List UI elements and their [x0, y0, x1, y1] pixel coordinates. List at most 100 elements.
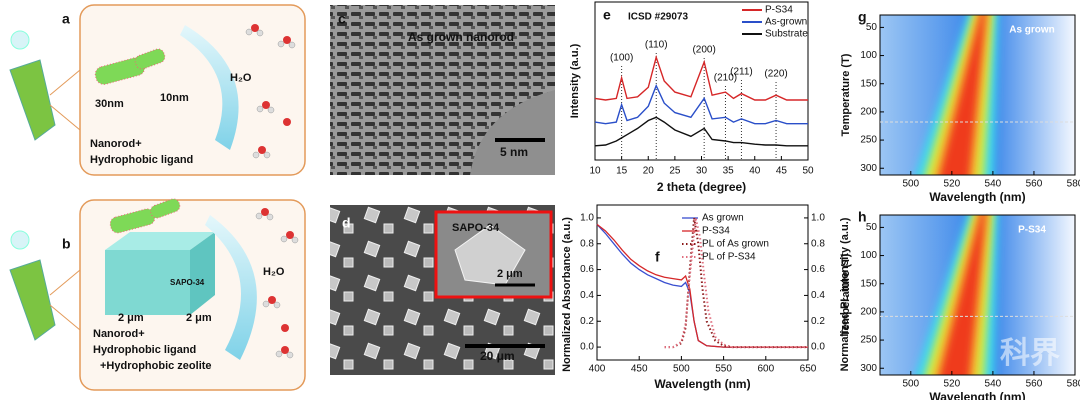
scale-bar-label: 2 μm	[497, 268, 523, 280]
y2-tick-label: 0.8	[811, 238, 825, 249]
heatmap	[880, 215, 1075, 375]
y-tick-label: 100	[860, 50, 877, 61]
y-tick-label: 0.0	[580, 342, 594, 353]
x-tick-label: 450	[631, 364, 648, 375]
x-axis-label: 2 theta (degree)	[657, 180, 746, 194]
y-tick-label: 300	[860, 363, 877, 374]
y-tick-label: 1.0	[580, 213, 594, 224]
x-tick-label: 400	[589, 364, 606, 375]
panel-label: f	[655, 249, 660, 265]
series-line	[594, 54, 808, 101]
x-tick-label: 15	[616, 166, 628, 177]
x-tick-label: 30	[696, 166, 708, 177]
x-tick-label: 40	[749, 166, 761, 177]
caption: +Hydrophobic zeolite	[100, 360, 212, 372]
legend-label: P-S34	[765, 5, 793, 16]
x-tick-label: 580	[1067, 379, 1080, 390]
x-tick-label: 45	[776, 166, 788, 177]
y-tick-label: 0.8	[580, 238, 594, 249]
y-axis-label: Intensity (a.u.)	[569, 43, 581, 118]
x-tick-label: 540	[985, 379, 1002, 390]
y-axis-label: Normalized Absorbance (a.u.)	[561, 217, 573, 372]
peak-label: (110)	[645, 40, 668, 51]
legend-label: PL of P-S34	[702, 252, 756, 263]
x-axis-label: Wavelength (nm)	[654, 377, 750, 391]
legend-label: P-S34	[702, 226, 730, 237]
length-label: 30nm	[95, 98, 124, 110]
panel-label: a	[62, 11, 70, 27]
y-tick-label: 200	[860, 107, 877, 118]
y-tick-label: 150	[860, 78, 877, 89]
y-tick-label: 0.4	[580, 290, 594, 301]
plot-frame	[596, 204, 809, 361]
heatmap-band	[939, 15, 986, 175]
x-tick-label: 50	[802, 166, 814, 177]
heatmap-caption: P-S34	[1018, 225, 1046, 236]
inset-caption: SAPO-34	[452, 222, 500, 234]
image-caption: As grown nanorod	[408, 30, 514, 44]
x-tick-label: 520	[943, 179, 960, 190]
panel-label: d	[342, 215, 351, 231]
y-axis-label: Temperature (T)	[840, 253, 852, 336]
x-tick-label: 35	[723, 166, 735, 177]
tem-image	[330, 5, 555, 175]
x-axis-label: Wavelength (nm)	[929, 390, 1025, 400]
series-line	[596, 223, 808, 348]
x-tick-label: 560	[1026, 179, 1043, 190]
water-label: H₂O	[230, 72, 252, 84]
caption: Nanorod+	[90, 138, 142, 150]
legend-label: As-grown	[765, 17, 807, 28]
y-axis-label: Temperature (T)	[840, 53, 852, 136]
x-tick-label: 10	[589, 166, 601, 177]
y2-tick-label: 0.0	[811, 342, 825, 353]
x-tick-label: 500	[902, 379, 919, 390]
heatmap	[880, 15, 1075, 175]
x-tick-label: 560	[1026, 379, 1043, 390]
y2-tick-label: 1.0	[811, 213, 825, 224]
plot-frame	[879, 14, 1076, 176]
legend-label: Substrate	[765, 29, 808, 40]
x-tick-label: 25	[669, 166, 681, 177]
y2-tick-label: 0.6	[811, 264, 825, 275]
x-tick-label: 550	[715, 364, 732, 375]
x-tick-label: 540	[985, 179, 1002, 190]
y-tick-label: 300	[860, 163, 877, 174]
panel-label: b	[62, 236, 71, 252]
watermark: 科界	[1000, 337, 1060, 370]
plot-frame	[879, 214, 1076, 376]
x-tick-label: 20	[643, 166, 655, 177]
zeolite-label: SAPO-34	[170, 278, 205, 287]
x-tick-label: 580	[1067, 179, 1080, 190]
caption: Nanorod+	[93, 328, 145, 340]
peak-label: (200)	[692, 45, 715, 56]
x-tick-label: 500	[673, 364, 690, 375]
y-tick-label: 50	[866, 22, 878, 33]
y-tick-label: 250	[860, 335, 877, 346]
y2-axis-label: Normalized PL intensity (a.u.)	[839, 217, 851, 371]
peak-label: (220)	[764, 69, 787, 80]
scale-bar-label: 20 μm	[480, 349, 515, 363]
x-tick-label: 600	[757, 364, 774, 375]
caption: Hydrophobic ligand	[90, 154, 193, 166]
series-line	[594, 83, 808, 125]
schematic-b	[9, 198, 306, 391]
peak-label: (100)	[610, 53, 633, 64]
panel-label: c	[338, 11, 346, 27]
panel-label: h	[858, 209, 867, 225]
x-axis-label: Wavelength (nm)	[929, 190, 1025, 204]
y-tick-label: 200	[860, 307, 877, 318]
y-tick-label: 50	[866, 222, 878, 233]
panel-label: e	[603, 7, 611, 23]
edge-label: 2 μm	[118, 312, 144, 324]
caption: Hydrophobic ligand	[93, 344, 196, 356]
panel-label: g	[858, 9, 867, 25]
y-tick-label: 250	[860, 135, 877, 146]
series-line	[594, 116, 808, 147]
schematic-a	[9, 4, 306, 176]
x-tick-label: 500	[902, 179, 919, 190]
sem-image	[330, 205, 555, 375]
edge-label: 2 μm	[186, 312, 212, 324]
peak-label: (211)	[730, 67, 753, 78]
y-tick-label: 0.2	[580, 316, 594, 327]
